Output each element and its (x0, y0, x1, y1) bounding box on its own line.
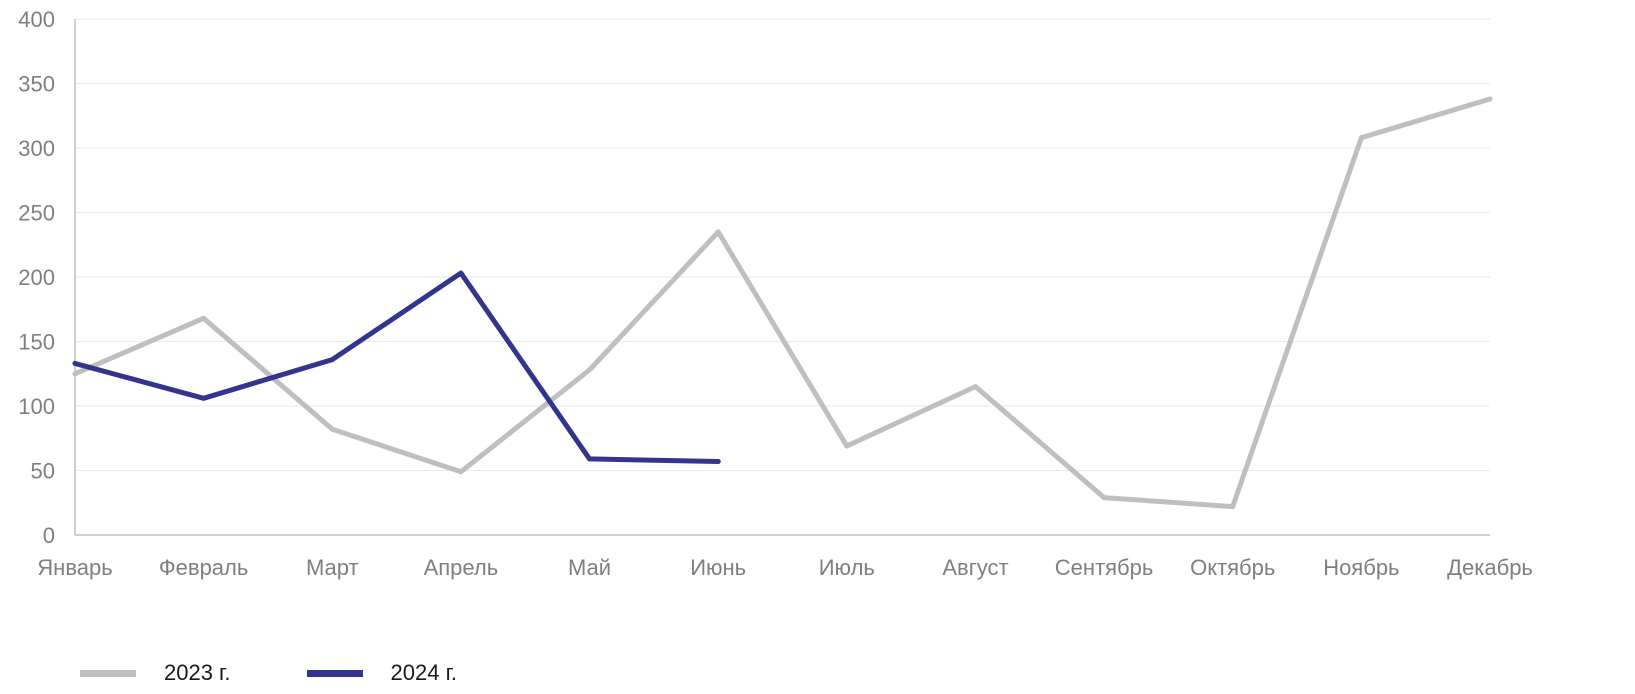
series-1-point (458, 270, 464, 276)
series-0-point (1101, 495, 1107, 501)
x-tick-label: Октябрь (1190, 555, 1275, 580)
y-tick-label: 250 (18, 201, 55, 226)
series-line-1 (72, 270, 721, 464)
legend-label-2024: 2024 г. (390, 660, 458, 685)
series-0-point (1230, 504, 1236, 510)
series-1-point (201, 395, 207, 401)
legend: 2023 г. 2024 г. (80, 660, 533, 686)
series-0-point (587, 367, 593, 373)
series-0-point (1358, 135, 1364, 141)
series-1-point (72, 360, 78, 366)
x-tick-label: Май (568, 555, 611, 580)
series-0-point (844, 443, 850, 449)
y-tick-label: 50 (31, 459, 55, 484)
series-0-point (1487, 96, 1493, 102)
y-tick-label: 200 (18, 265, 55, 290)
x-tick-label: Февраль (159, 555, 248, 580)
x-axis: Январь Февраль Март Апрель Май Июнь Июль Август… (37, 534, 1533, 580)
x-tick-label: Июнь (690, 555, 746, 580)
x-tick-label: Март (306, 555, 359, 580)
x-tick-label: Апрель (424, 555, 499, 580)
series-0-point (458, 469, 464, 475)
series-0-point (201, 315, 207, 321)
series-1-point (587, 456, 593, 462)
y-tick-label: 350 (18, 72, 55, 97)
legend-item-2023: 2023 г. (80, 660, 231, 686)
legend-item-2024: 2024 г. (306, 660, 458, 686)
series-0-point (715, 229, 721, 235)
x-tick-label: Ноябрь (1323, 555, 1399, 580)
x-tick-label: Сентябрь (1055, 555, 1154, 580)
series-lines (72, 96, 1493, 510)
series-0-point (972, 384, 978, 390)
y-tick-label: 100 (18, 394, 55, 419)
series-1-point (715, 458, 721, 464)
gridlines (75, 18, 1490, 471)
series-line-0 (72, 96, 1493, 510)
series-1-point (329, 357, 335, 363)
x-tick-label: Декабрь (1447, 555, 1533, 580)
x-tick-label: Январь (37, 555, 112, 580)
legend-swatch-2024 (306, 669, 363, 677)
x-tick-label: Июль (819, 555, 875, 580)
legend-swatch-2023 (80, 669, 136, 677)
legend-label-2023: 2023 г. (164, 660, 231, 685)
y-tick-label: 0 (43, 523, 55, 548)
series-0-point (329, 426, 335, 432)
y-tick-label: 400 (18, 7, 55, 32)
y-axis: 0 50 100 150 200 250 300 350 400 (18, 7, 76, 548)
series-0-point (72, 371, 78, 377)
y-tick-label: 300 (18, 136, 55, 161)
x-tick-label: Август (942, 555, 1008, 580)
y-tick-label: 150 (18, 330, 55, 355)
line-chart: 0 50 100 150 200 250 300 350 400 Январь Февраль Ма… (18, 7, 1533, 580)
